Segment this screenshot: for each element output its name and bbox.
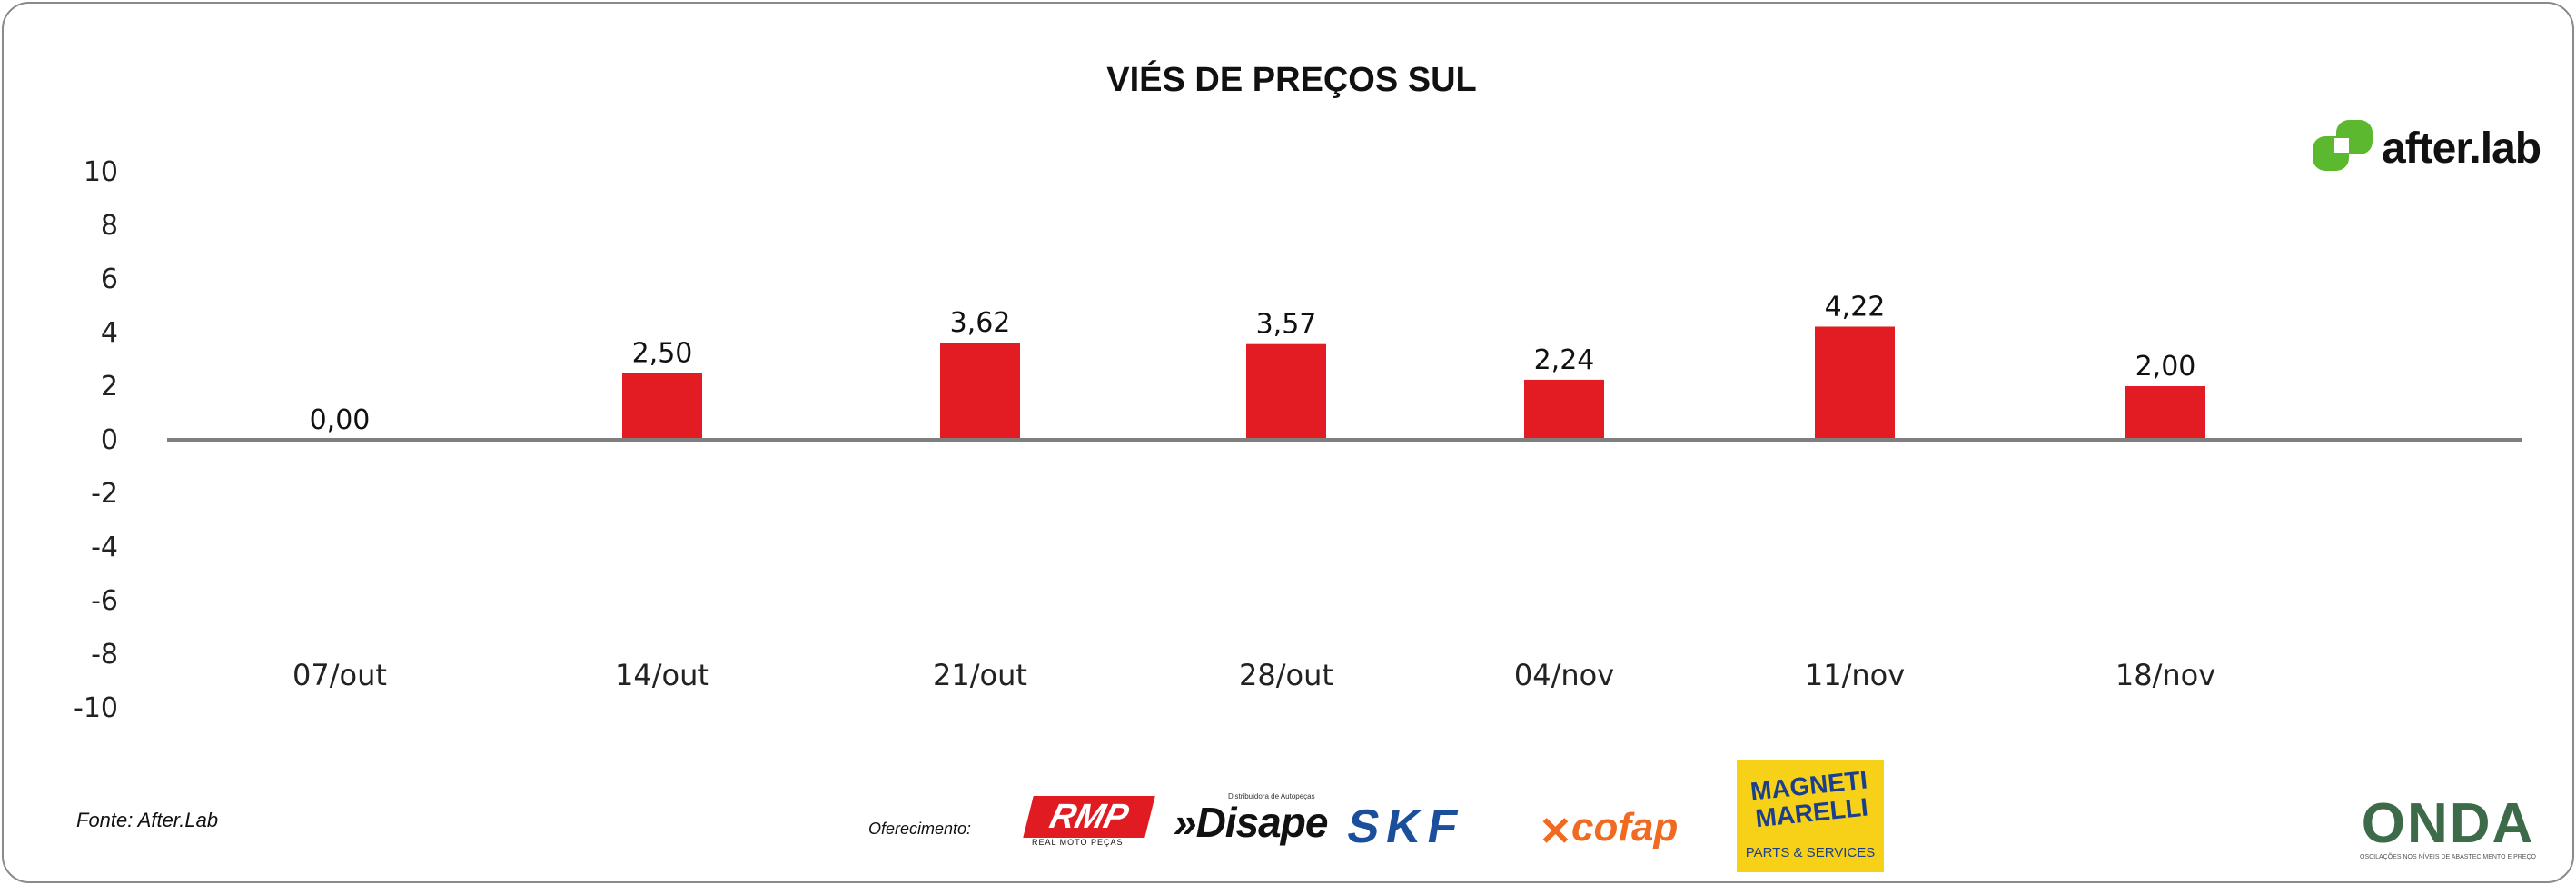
y-axis: 10 8 6 4 2 0 -2 -4 -6 -8 -10: [74, 156, 118, 724]
sponsor-label: Oferecimento:: [868, 820, 972, 838]
x-tick-label: 14/out: [615, 658, 709, 692]
bar: [1524, 379, 1604, 440]
skf-logo: SKF: [1342, 800, 1470, 853]
cofap-logo-text: cofap: [1571, 805, 1679, 850]
disape-logo: Distribuidora de Autopeças »Disape: [1174, 792, 1328, 854]
source-note: Fonte: After.Lab: [76, 809, 219, 831]
chart-title: VIÉS DE PREÇOS SUL: [1106, 59, 1477, 99]
bar: [940, 343, 1020, 440]
data-label: 0,00: [310, 404, 371, 436]
data-label: 4,22: [1825, 292, 1886, 323]
onda-logo: ONDA OSCILAÇÕES NOS NÍVEIS DE ABASTECIME…: [2354, 794, 2541, 867]
y-tick-label: -2: [91, 478, 118, 510]
magneti-marelli-logo: MAGNETI MARELLI PARTS & SERVICES: [1737, 760, 1884, 872]
y-tick-label: -8: [91, 639, 118, 671]
magneti-logo-text: MAGNETI MARELLI: [1749, 765, 1870, 833]
x-tick-label: 11/nov: [1805, 658, 1905, 692]
x-tick-label: 07/out: [292, 658, 387, 692]
y-tick-label: 8: [101, 210, 118, 242]
cofap-mark-icon: ✕: [1539, 810, 1572, 854]
afterlab-mark-icon: [2313, 120, 2373, 171]
bar-series: [622, 326, 2205, 440]
disape-logo-subtitle: Distribuidora de Autopeças: [1228, 792, 1315, 800]
disape-logo-text: »Disape: [1174, 799, 1328, 846]
x-tick-label: 21/out: [933, 658, 1027, 692]
bar-chart: VIÉS DE PREÇOS SUL 10 8 6 4 2 0 -2 -4 -6 -8 -10 0,…: [74, 59, 2522, 724]
rmp-logo-text: RMP: [1023, 796, 1155, 838]
magneti-logo-subtitle: PARTS & SERVICES: [1745, 845, 1876, 860]
onda-logo-text: ONDA: [2361, 792, 2535, 855]
rmp-logo: RMP REAL MOTO PEÇAS: [1023, 796, 1155, 850]
y-tick-label: 0: [101, 424, 118, 456]
y-tick-label: 4: [101, 317, 118, 349]
y-tick-label: -6: [91, 585, 118, 617]
data-label: 3,62: [950, 307, 1011, 339]
y-tick-label: -10: [74, 692, 118, 724]
bar: [2125, 386, 2205, 440]
data-label: 2,00: [2135, 351, 2196, 383]
x-tick-label: 04/nov: [1514, 658, 1614, 692]
y-tick-label: -4: [91, 532, 118, 563]
x-axis: 07/out 14/out 21/out 28/out 04/nov 11/nov 18/n…: [292, 658, 2215, 692]
x-tick-label: 18/nov: [2115, 658, 2215, 692]
afterlab-logo-text: after.lab: [2382, 124, 2541, 173]
bar: [622, 373, 702, 440]
x-tick-label: 28/out: [1239, 658, 1333, 692]
y-tick-label: 2: [101, 371, 118, 403]
y-tick-label: 10: [84, 156, 118, 188]
bar: [1815, 326, 1895, 440]
y-tick-label: 6: [101, 264, 118, 295]
data-label: 2,24: [1534, 344, 1595, 376]
onda-logo-subtitle: OSCILAÇÕES NOS NÍVEIS DE ABASTECIMENTO E…: [2360, 854, 2536, 860]
rmp-logo-subtitle: REAL MOTO PEÇAS: [1032, 838, 1124, 847]
data-label: 2,50: [632, 337, 693, 369]
bar: [1246, 343, 1326, 440]
cofap-logo: ✕ cofap: [1539, 800, 1711, 854]
afterlab-logo: after.lab: [2311, 118, 2556, 182]
data-label: 3,57: [1256, 309, 1317, 341]
data-labels: 0,00 2,50 3,62 3,57 2,24 4,22 2,00: [310, 292, 2196, 436]
